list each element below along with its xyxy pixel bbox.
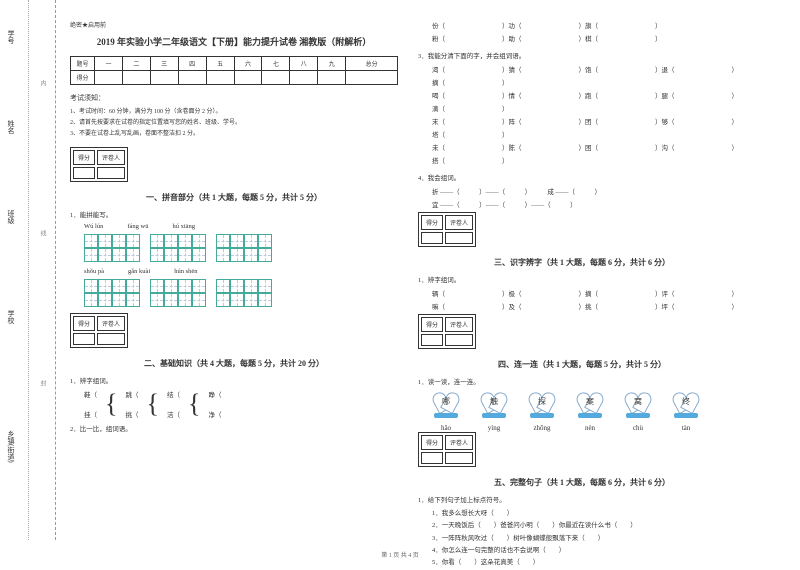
sentence: 2．一天晚饭后（ ）爸爸问小明（ ）你最近在读什么书（ ） [432,520,746,532]
sentence: 3．一阵阵秋风吹过（ ）树叶像蝴蝶般飘落下来（ ） [432,533,746,545]
notes-heading: 考试须知： [70,93,398,103]
sentence: 1．我多么想长大呀（ ） [432,508,746,520]
binding-cut: 内 [38,80,47,86]
question: 3．我能分清下面的字，并会组词语。 [418,50,746,60]
grader-box: 得分评卷人 [418,314,476,349]
grader-box: 得分评卷人 [418,432,476,467]
question: 1．给下列句子加上标点符号。 [418,494,746,504]
section-1-title: 一、拼音部分（共 1 大题，每题 5 分，共计 5 分） [70,192,398,203]
question: 1．辨字组词。 [70,375,398,385]
brace-group: 鞋（ 挂（{ 跳（ 挑（{ 结（ 洁（{ 睁（ 净（ [84,389,398,419]
secret-label: 绝密★启用前 [70,20,398,29]
heart-row: 哪 触 探 案 窝 终 [432,392,746,418]
page-footer: 第 1 页 共 4 页 [0,550,800,559]
binding-cut: 封 [38,380,47,386]
pinyin-labels: hǎoyíngzhōngnènchùtàn [432,424,746,432]
paper-title: 2019 年实验小学二年级语文【下册】能力提升试卷 湘教版（附解析） [70,35,398,48]
section-3-title: 三、识字辨字（共 1 大题，每题 6 分，共计 6 分） [418,257,746,268]
section-2-title: 二、基础知识（共 4 大题，每题 5 分，共计 20 分） [70,358,398,369]
score-table: 题号一二三四五六七八九总分 得分 [70,56,398,85]
pinyin-row: Wú lúnfáng wūhú xiāng [84,223,398,230]
question: 1．读一读，连一连。 [418,376,746,386]
sentence: 5．你看（ ）这朵花真美（ ） [432,557,746,569]
question: 1．辨字组词。 [418,274,746,284]
grader-box: 得分评卷人 [70,313,128,348]
binding-label: 班级 [6,210,16,224]
binding-cut: 线 [38,230,47,236]
section-4-title: 四、连一连（共 1 大题，每题 5 分，共计 5 分） [418,359,746,370]
section-5-title: 五、完整句子（共 1 大题，每题 6 分，共计 6 分） [418,477,746,488]
binding-label: 学校 [6,310,16,324]
binding-label: 学号 [6,30,16,44]
grader-box: 得分评卷人 [418,212,476,247]
pinyin-row: shǒu pàgǎn kuàihún shēn [84,268,398,275]
notes-list: 1、考试时间：60 分钟，满分为 100 分（含卷面分 2 分）。 2、请首先按… [70,107,398,139]
grader-box: 得分评卷人 [70,147,128,182]
word-row: 粉（）助（）棋（） [432,33,746,46]
question: 4．我会组词。 [418,172,746,182]
word-row: 份（）功（）旗（） [432,20,746,33]
binding-label: 乡镇(街道) [6,430,16,463]
binding-label: 姓名 [6,120,16,134]
question: 1．能拼能写。 [70,209,398,219]
question: 2．比一比，组词语。 [70,423,398,433]
